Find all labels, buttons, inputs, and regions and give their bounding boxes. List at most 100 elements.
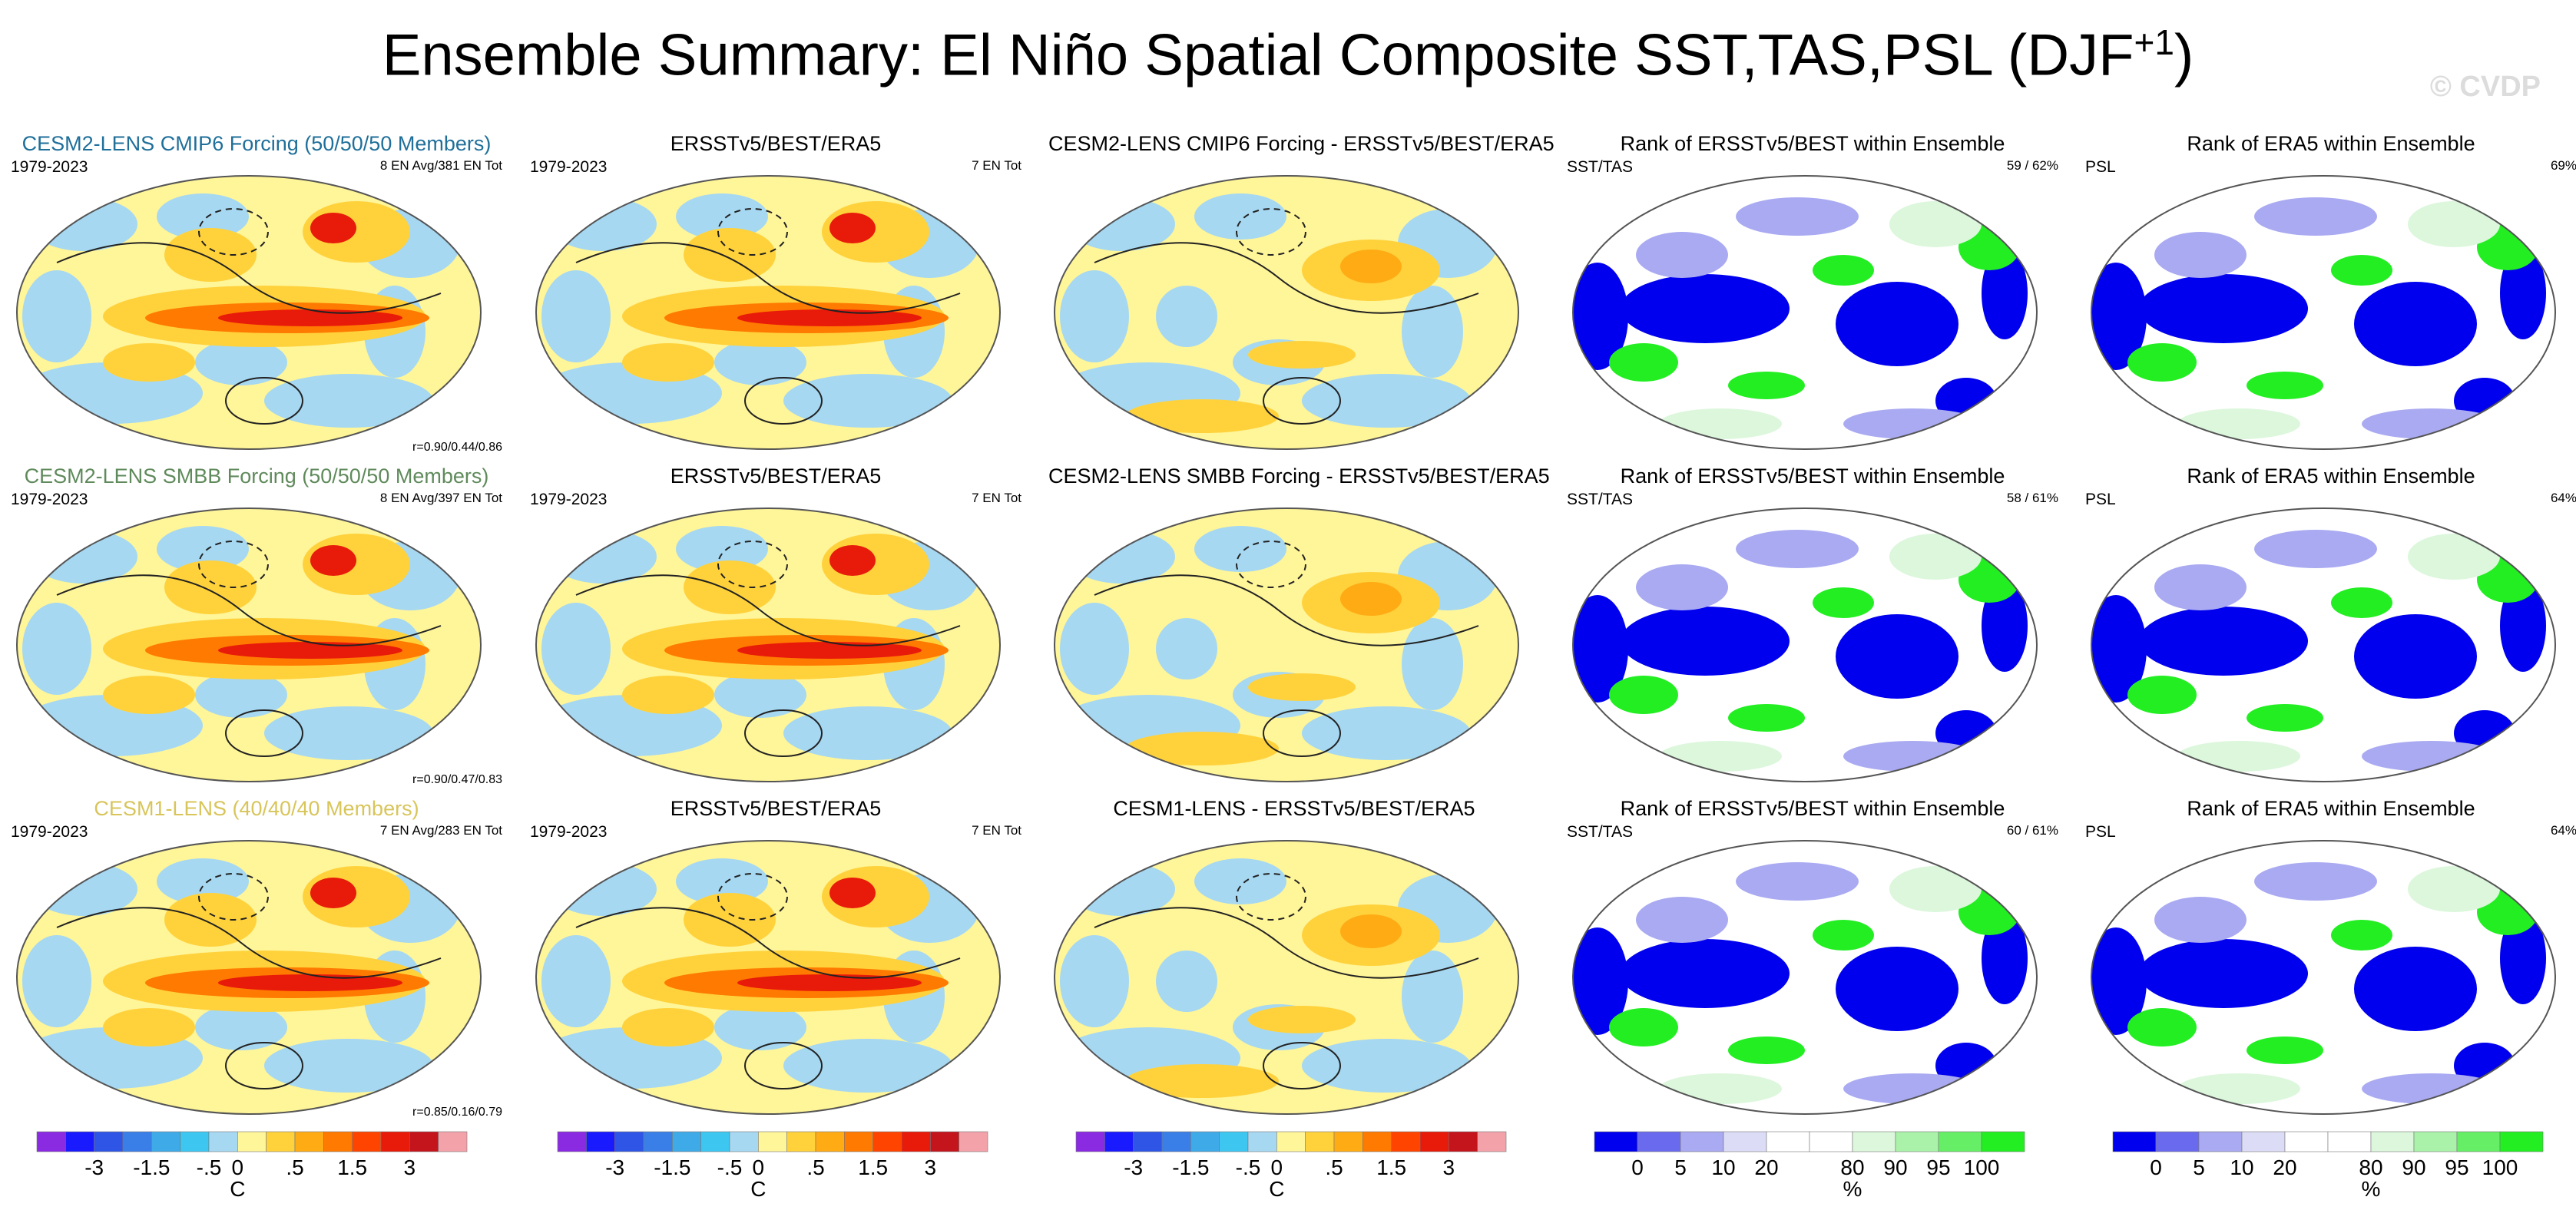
cool-anomaly bbox=[541, 935, 611, 1027]
rank-high-region bbox=[1609, 1008, 1678, 1046]
warm-anomaly bbox=[164, 893, 257, 947]
panel-title: CESM2-LENS CMIP6 Forcing (50/50/50 Membe… bbox=[22, 132, 492, 155]
pattern-correlation: r=0.90/0.47/0.83 bbox=[412, 773, 502, 786]
colorbar-swatch bbox=[1419, 1131, 1449, 1152]
psl-contour-negative bbox=[198, 873, 269, 921]
rank-percent: 69% bbox=[2550, 158, 2576, 173]
cool-anomaly bbox=[676, 526, 768, 572]
panel-title: Rank of ERA5 within Ensemble bbox=[2187, 132, 2475, 155]
colorbar-swatch bbox=[1594, 1131, 1638, 1152]
rank-high-region bbox=[1728, 1037, 1805, 1064]
rank-low-region bbox=[2139, 939, 2308, 1008]
rank-low-region bbox=[1982, 912, 2028, 1004]
cool-anomaly bbox=[1060, 603, 1129, 695]
colorbar-swatch bbox=[2327, 1131, 2372, 1152]
colorbar-tick-label: 90 bbox=[1883, 1156, 1907, 1179]
colorbar-unit: % bbox=[2362, 1177, 2381, 1199]
rank-mid-low-region bbox=[2154, 564, 2247, 610]
cool-anomaly bbox=[714, 672, 806, 718]
temperature-colorbar-1: -3 -1.5 -.5 0 .5 1.5 3 C bbox=[34, 1130, 472, 1199]
colorbar-swatch bbox=[1247, 1131, 1277, 1152]
colorbar-swatch bbox=[237, 1131, 267, 1152]
rank-mid-low-region bbox=[1636, 564, 1728, 610]
map-plot bbox=[1572, 175, 2038, 450]
map-plot bbox=[1054, 175, 1519, 450]
colorbar-tick-label: -1.5 bbox=[133, 1156, 170, 1179]
period-label: 1979-2023 bbox=[530, 158, 608, 176]
event-count: 7 EN Tot bbox=[972, 158, 1021, 173]
colorbar-swatch bbox=[2370, 1131, 2415, 1152]
panel-title: Rank of ERSSTv5/BEST within Ensemble bbox=[1620, 797, 2005, 820]
map-outline bbox=[1572, 508, 2038, 782]
rank-low-region bbox=[2091, 927, 2147, 1035]
warm-anomaly bbox=[1248, 673, 1356, 701]
psl-contour-negative bbox=[717, 208, 788, 256]
map-plot bbox=[1054, 840, 1519, 1115]
colorbar-swatch bbox=[1723, 1131, 1767, 1152]
panel-rank-psl: Rank of ERA5 within Ensemble PSL 64% bbox=[2085, 465, 2576, 787]
nino-core bbox=[218, 309, 402, 326]
cool-anomaly bbox=[30, 862, 137, 916]
nino-core bbox=[737, 642, 922, 659]
north-warm-core bbox=[310, 213, 356, 243]
diff-cool bbox=[1156, 951, 1217, 1012]
cool-anomaly bbox=[22, 270, 91, 362]
map-outline bbox=[1054, 175, 1519, 450]
rank-mid-low-region bbox=[1736, 530, 1859, 568]
colorbar-tick-label: 0 bbox=[2150, 1156, 2162, 1179]
world-map bbox=[1567, 835, 2043, 1123]
colorbar-swatch bbox=[700, 1131, 730, 1152]
rank-high-region bbox=[1609, 343, 1678, 382]
panel-model: CESM2-LENS CMIP6 Forcing (50/50/50 Membe… bbox=[11, 132, 502, 455]
colorbar-tick-label: 0 bbox=[1631, 1156, 1644, 1179]
period-label: 1979-2023 bbox=[530, 491, 608, 508]
colorbar-tick-label: 10 bbox=[1711, 1156, 1735, 1179]
colorbar-swatch bbox=[586, 1131, 615, 1152]
map-plot bbox=[16, 508, 482, 782]
colorbar-tick-label: 95 bbox=[2445, 1156, 2468, 1179]
diff-cool bbox=[1156, 618, 1217, 679]
colorbar-tick-label: 20 bbox=[1754, 1156, 1778, 1179]
warm-anomaly bbox=[164, 560, 257, 614]
colorbar-tick-label: -3 bbox=[605, 1156, 624, 1179]
period-label: 1979-2023 bbox=[530, 823, 608, 841]
rank-mid-high-region bbox=[1889, 866, 1982, 912]
panel-diff: CESM2-LENS SMBB Forcing - ERSSTv5/BEST/E… bbox=[1048, 465, 1550, 787]
map-outline bbox=[2091, 508, 2556, 782]
warm-anomaly bbox=[1248, 1006, 1356, 1033]
rank-high-region bbox=[2127, 343, 2197, 382]
colorbar-swatch bbox=[614, 1131, 644, 1152]
warm-anomaly bbox=[1125, 1064, 1279, 1098]
rank-percent: 64% bbox=[2550, 491, 2576, 505]
north-warm-core bbox=[829, 545, 876, 576]
colorbar-swatch bbox=[380, 1131, 410, 1152]
cool-anomaly bbox=[22, 603, 91, 695]
colorbar-swatch bbox=[959, 1131, 988, 1152]
panel-title: Rank of ERSSTv5/BEST within Ensemble bbox=[1620, 465, 2005, 488]
map-plot bbox=[2091, 508, 2556, 782]
warm-anomaly bbox=[622, 343, 714, 382]
colorbar-swatch bbox=[1104, 1131, 1134, 1152]
cool-anomaly bbox=[264, 706, 433, 760]
rank-high-region bbox=[2331, 587, 2392, 618]
cool-anomaly bbox=[714, 1004, 806, 1050]
psl-contour bbox=[225, 1042, 303, 1089]
warm-anomaly bbox=[103, 676, 195, 714]
colorbar-swatch bbox=[180, 1131, 210, 1152]
rank-low-region bbox=[2354, 282, 2477, 366]
colorbar-swatch bbox=[409, 1131, 439, 1152]
panel-title: CESM2-LENS SMBB Forcing (50/50/50 Member… bbox=[24, 465, 489, 488]
warm-anomaly bbox=[1125, 732, 1279, 765]
event-count: 8 EN Avg/381 EN Tot bbox=[379, 158, 502, 173]
rank-low-region bbox=[1573, 595, 1628, 703]
north-warm-core bbox=[310, 878, 356, 908]
rank-mid-high-region bbox=[1889, 534, 1982, 580]
map-plot bbox=[535, 175, 1001, 450]
colorbar-tick-label: 3 bbox=[1443, 1156, 1455, 1179]
colorbar-swatch bbox=[1766, 1131, 1810, 1152]
rank-mid-low-region bbox=[2254, 530, 2377, 568]
cool-anomaly bbox=[1068, 197, 1175, 251]
rank-high-region bbox=[2331, 920, 2392, 951]
warm-anomaly bbox=[1125, 399, 1279, 433]
variable-label: SST/TAS bbox=[1567, 158, 1633, 176]
